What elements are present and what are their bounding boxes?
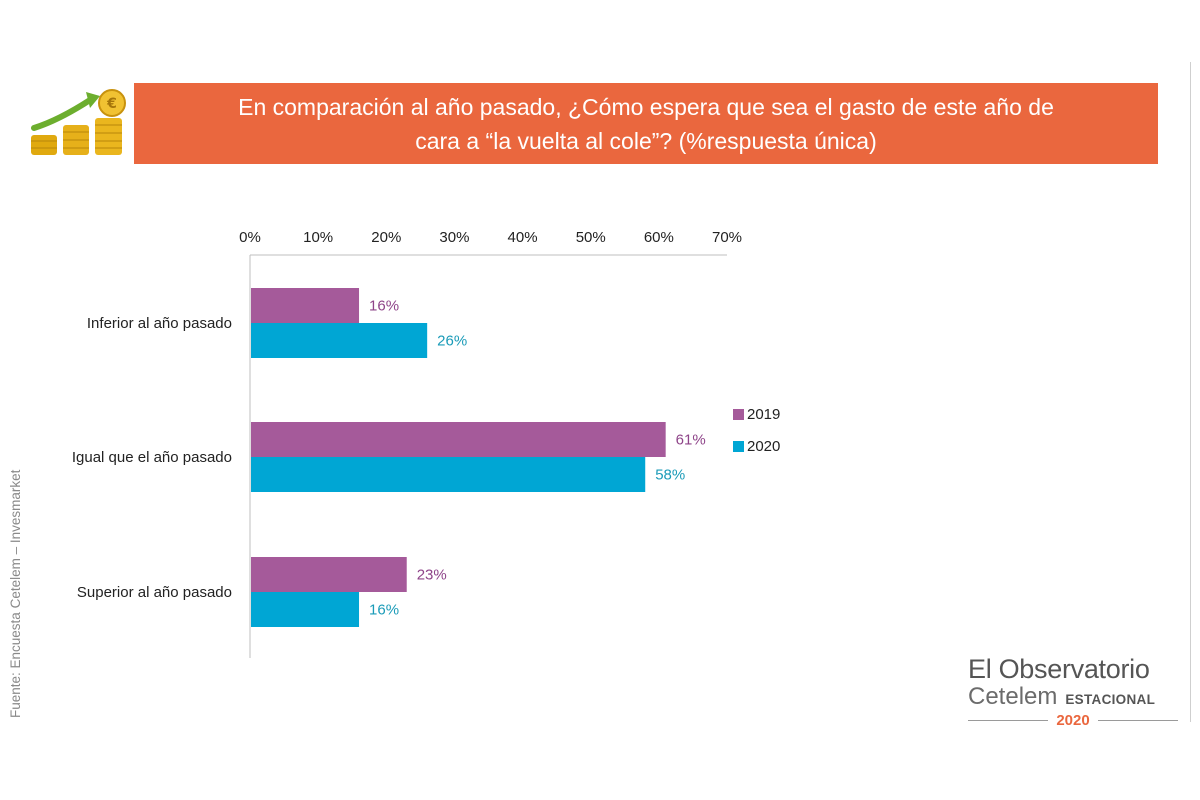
brand-rule-right bbox=[1097, 720, 1178, 721]
data-label-2020: 26% bbox=[437, 333, 467, 350]
x-tick-label: 40% bbox=[508, 229, 538, 246]
x-tick-label: 0% bbox=[239, 229, 261, 246]
data-label-2019: 16% bbox=[369, 298, 399, 315]
source-note: Fuente: Encuesta Cetelem – Invesmarket bbox=[8, 469, 23, 718]
legend-item-2020: 2020 bbox=[733, 430, 780, 462]
x-tick-label: 60% bbox=[644, 229, 674, 246]
brand-year: 2020 bbox=[1056, 712, 1090, 729]
legend-swatch-2020 bbox=[733, 440, 744, 452]
x-tick-label: 30% bbox=[439, 229, 469, 246]
right-border-line bbox=[1190, 62, 1191, 722]
category-label: Superior al año pasado bbox=[77, 584, 232, 601]
brand-name: El Observatorio bbox=[968, 654, 1150, 684]
category-label: Igual que el año pasado bbox=[72, 449, 232, 466]
legend-label-2020: 2020 bbox=[747, 437, 781, 455]
brand-rule-left bbox=[968, 720, 1049, 721]
x-tick-label: 50% bbox=[576, 229, 606, 246]
brand-tag: ESTACIONAL bbox=[1065, 692, 1156, 707]
title-banner: En comparación al año pasado, ¿Cómo espe… bbox=[134, 83, 1158, 164]
legend-swatch-2019 bbox=[733, 408, 744, 420]
x-tick-label: 10% bbox=[303, 229, 333, 246]
bar-2020 bbox=[251, 323, 428, 358]
legend-label-2019: 2019 bbox=[747, 405, 781, 423]
bar-2019 bbox=[251, 288, 360, 323]
coins-growth-arrow-icon: € bbox=[28, 86, 128, 158]
x-tick-label: 70% bbox=[712, 229, 742, 246]
data-label-2020: 58% bbox=[655, 467, 685, 484]
data-label-2019: 23% bbox=[417, 567, 447, 584]
legend: 2019 2020 bbox=[733, 398, 780, 462]
legend-item-2019: 2019 bbox=[733, 398, 780, 430]
bar-2020 bbox=[251, 592, 360, 627]
data-label-2020: 16% bbox=[369, 602, 399, 619]
brand-logo: El Observatorio Cetelem ESTACIONAL 2020 bbox=[968, 655, 1178, 729]
bar-2019 bbox=[251, 422, 666, 457]
x-tick-label: 20% bbox=[371, 229, 401, 246]
data-label-2019: 61% bbox=[676, 432, 706, 449]
bar-2020 bbox=[251, 457, 646, 492]
chart-title: En comparación al año pasado, ¿Cómo espe… bbox=[238, 93, 1054, 154]
brand-cetelem: Cetelem bbox=[968, 683, 1058, 710]
bar-2019 bbox=[251, 557, 407, 592]
svg-text:€: € bbox=[106, 96, 117, 112]
category-label: Inferior al año pasado bbox=[87, 315, 232, 332]
